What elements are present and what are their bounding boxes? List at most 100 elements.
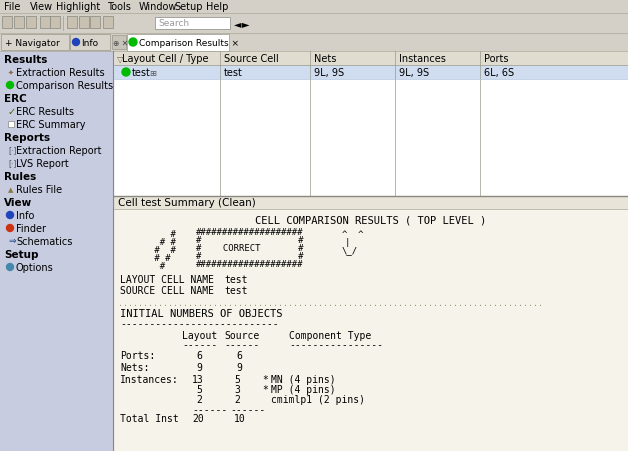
Text: ----------------: ---------------- [289, 339, 383, 349]
Bar [114, 210, 628, 451]
Text: 13: 13 [192, 374, 203, 384]
Text: Layout Cell / Type: Layout Cell / Type [122, 54, 208, 64]
Text: 9L, 9S: 9L, 9S [399, 68, 429, 78]
Text: Results: Results [4, 55, 47, 65]
Text: Help: Help [205, 2, 228, 12]
Text: ------: ------ [182, 339, 217, 349]
Bar [14, 17, 24, 29]
Text: ................................................................................: ........................................… [118, 299, 543, 308]
Text: Setup: Setup [4, 249, 38, 259]
Circle shape [6, 264, 13, 271]
Text: 6: 6 [196, 350, 202, 360]
Bar [67, 17, 77, 29]
Text: ####################: #################### [196, 260, 303, 269]
Text: Highlight: Highlight [56, 2, 100, 12]
Text: # #: # # [149, 238, 176, 247]
Text: Ports:: Ports: [120, 350, 155, 360]
Text: [·]: [·] [8, 159, 16, 168]
Text: ►: ► [242, 19, 249, 29]
Text: Source Cell: Source Cell [224, 54, 279, 64]
Text: [·]: [·] [8, 146, 16, 155]
Text: #: # [149, 230, 176, 239]
Text: *: * [262, 374, 268, 384]
Circle shape [129, 39, 137, 47]
Text: ---------------------------: --------------------------- [120, 318, 279, 328]
Bar [8, 121, 14, 127]
Text: ------: ------ [192, 404, 227, 414]
Text: Extraction Report: Extraction Report [16, 146, 102, 156]
Text: 5: 5 [234, 374, 240, 384]
Text: Tools: Tools [107, 2, 131, 12]
Text: 20: 20 [192, 413, 203, 423]
Bar [1, 35, 69, 51]
Text: View: View [30, 2, 53, 12]
Text: #                  #: # # [196, 236, 303, 245]
Text: cmimlp1 (2 pins): cmimlp1 (2 pins) [271, 394, 365, 404]
Text: Total Inst: Total Inst [120, 413, 179, 423]
Bar [127, 35, 229, 52]
Text: Source: Source [224, 330, 259, 340]
Text: #  #: # # [149, 246, 176, 255]
Bar [50, 17, 60, 29]
Text: Comparison Results ×: Comparison Results × [139, 38, 239, 47]
Text: Info: Info [16, 211, 35, 221]
Text: Extraction Results: Extraction Results [16, 68, 105, 78]
Text: ------: ------ [230, 404, 265, 414]
Text: INITIAL NUMBERS OF OBJECTS: INITIAL NUMBERS OF OBJECTS [120, 308, 283, 318]
Text: 10: 10 [234, 413, 246, 423]
Bar [114, 52, 628, 197]
Text: ✦: ✦ [8, 70, 14, 76]
Text: ------: ------ [224, 339, 259, 349]
Text: \_/: \_/ [342, 246, 358, 255]
Text: Rules File: Rules File [16, 184, 62, 194]
Text: ⇒: ⇒ [8, 237, 16, 246]
Text: Instances: Instances [399, 54, 446, 64]
Text: 9: 9 [196, 362, 202, 372]
Text: ERC Summary: ERC Summary [16, 120, 85, 130]
Text: Comparison Results: Comparison Results [16, 81, 113, 91]
Bar [114, 52, 628, 66]
Text: 2: 2 [234, 394, 240, 404]
Bar [0, 0, 628, 14]
Text: 9: 9 [236, 362, 242, 372]
Bar [2, 17, 12, 29]
Bar [155, 18, 230, 30]
Text: ▽: ▽ [117, 55, 124, 63]
Text: Window: Window [138, 2, 176, 12]
Bar [114, 66, 628, 80]
Bar [40, 17, 50, 29]
Text: #    CORRECT       #: # CORRECT # [196, 244, 303, 253]
Circle shape [6, 225, 13, 232]
Text: Options: Options [16, 262, 54, 272]
Text: Info: Info [81, 38, 98, 47]
Text: LVS Report: LVS Report [16, 159, 68, 169]
Text: 5: 5 [196, 384, 202, 394]
Circle shape [122, 69, 130, 77]
Text: 2: 2 [196, 394, 202, 404]
Circle shape [6, 83, 13, 89]
Text: #: # [149, 262, 165, 271]
Text: ERC: ERC [4, 94, 27, 104]
Bar [0, 52, 113, 451]
Text: ####################: #################### [196, 228, 303, 237]
Text: |: | [345, 238, 350, 247]
Text: Rules: Rules [4, 172, 36, 182]
Text: MP (4 pins): MP (4 pins) [271, 384, 335, 394]
Text: 6: 6 [236, 350, 242, 360]
Text: File: File [4, 2, 20, 12]
Text: test: test [132, 68, 151, 78]
Text: ⊞: ⊞ [149, 69, 156, 77]
Text: Instances:: Instances: [120, 374, 179, 384]
Text: Component Type: Component Type [289, 330, 371, 340]
Text: *: * [262, 384, 268, 394]
Text: LAYOUT CELL NAME: LAYOUT CELL NAME [120, 274, 214, 285]
Text: ERC Results: ERC Results [16, 107, 74, 117]
Text: ◄: ◄ [234, 19, 242, 29]
Circle shape [6, 212, 13, 219]
Text: 6L, 6S: 6L, 6S [484, 68, 514, 78]
Text: Nets: Nets [314, 54, 337, 64]
Text: View: View [4, 198, 32, 207]
Bar [79, 17, 89, 29]
Bar [90, 17, 100, 29]
Text: Layout: Layout [182, 330, 217, 340]
